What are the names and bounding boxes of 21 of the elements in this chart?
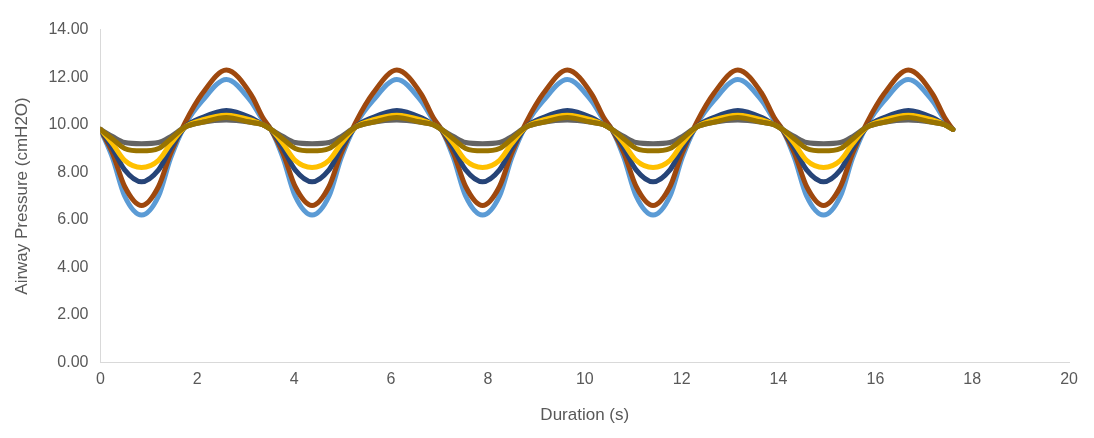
y-axis-title: Airway Pressure (cmH2O): [11, 97, 31, 295]
x-tick-label: 18: [963, 370, 982, 388]
y-tick-label: 0.00: [57, 352, 89, 370]
y-tick-label: 2.00: [57, 305, 89, 323]
x-tick-label: 16: [866, 370, 885, 388]
y-tick-label: 14.00: [48, 20, 89, 38]
x-tick-label: 8: [483, 370, 493, 388]
x-tick-label: 12: [672, 370, 691, 388]
y-tick-label: 4.00: [57, 257, 89, 275]
x-tick-label: 10: [575, 370, 594, 388]
x-tick-label: 14: [769, 370, 788, 388]
x-tick-label: 0: [95, 370, 105, 388]
x-tick-label: 6: [386, 370, 396, 388]
y-tick-label: 6.00: [57, 210, 89, 228]
x-axis-title: Duration (s): [540, 405, 630, 425]
y-tick-label: 12.00: [48, 67, 89, 85]
x-tick-label: 20: [1060, 370, 1079, 388]
y-tick-label: 8.00: [57, 162, 89, 180]
y-tick-label: 10.00: [48, 115, 89, 133]
x-tick-label: 4: [289, 370, 299, 388]
x-tick-label: 2: [192, 370, 202, 388]
